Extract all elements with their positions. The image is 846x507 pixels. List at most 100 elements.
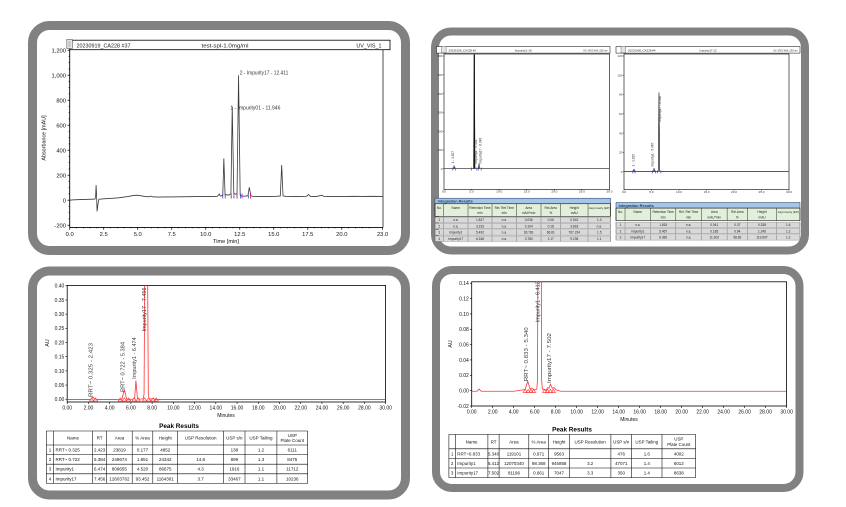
svg-text:30.00: 30.00 xyxy=(780,410,793,416)
svg-text:20231006_CA228 #2: 20231006_CA228 #2 xyxy=(449,49,477,53)
svg-text:0: 0 xyxy=(441,167,443,171)
svg-text:899: 899 xyxy=(231,457,239,462)
svg-text:0.04: 0.04 xyxy=(459,358,469,364)
svg-text:n.a.: n.a. xyxy=(686,229,691,233)
svg-text:0.036: 0.036 xyxy=(525,218,533,222)
svg-text:12.00: 12.00 xyxy=(591,410,604,416)
svg-text:UV_VIS1 WVL:220 nm: UV_VIS1 WVL:220 nm xyxy=(583,49,608,53)
svg-text:0.30: 0.30 xyxy=(55,312,65,318)
svg-text:Impurity1 - 5.492: Impurity1 - 5.492 xyxy=(474,139,478,163)
svg-text:RRT~ 0.722 - 5.384: RRT~ 0.722 - 5.384 xyxy=(120,342,126,392)
svg-text:0.05: 0.05 xyxy=(55,383,65,389)
svg-text:400: 400 xyxy=(56,148,66,154)
svg-text:40: 40 xyxy=(619,131,623,135)
svg-text:Peak Results: Peak Results xyxy=(159,423,199,430)
svg-text:mAU: mAU xyxy=(571,211,579,215)
svg-text:6.00: 6.00 xyxy=(126,406,136,412)
svg-text:6.412: 6.412 xyxy=(488,461,500,466)
svg-text:18.00: 18.00 xyxy=(252,406,265,412)
svg-text:n.a.: n.a. xyxy=(502,218,507,222)
svg-text:1.1: 1.1 xyxy=(258,467,265,472)
svg-text:Plate Count: Plate Count xyxy=(667,442,691,447)
svg-text:17.5: 17.5 xyxy=(302,232,313,238)
svg-text:7.456: 7.456 xyxy=(94,476,106,481)
svg-text:138: 138 xyxy=(231,448,239,453)
svg-text:5.467: 5.467 xyxy=(659,229,667,233)
svg-text:2.423: 2.423 xyxy=(94,448,106,453)
svg-text:Name: Name xyxy=(466,439,478,444)
svg-text:Minutes: Minutes xyxy=(217,413,235,419)
svg-text:0.08: 0.08 xyxy=(459,327,469,333)
svg-text:n.a.: n.a. xyxy=(635,223,640,227)
svg-text:0.00: 0.00 xyxy=(467,410,477,416)
svg-text:0.00: 0.00 xyxy=(459,389,469,395)
svg-text:1: 1 xyxy=(620,223,622,227)
svg-text:86675: 86675 xyxy=(159,467,172,472)
svg-text:350: 350 xyxy=(618,471,626,476)
svg-text:1.4: 1.4 xyxy=(644,461,651,466)
svg-text:Plate Count: Plate Count xyxy=(281,438,305,443)
svg-text:1.815: 1.815 xyxy=(659,223,667,227)
svg-text:5.384: 5.384 xyxy=(94,457,106,462)
svg-text:800: 800 xyxy=(56,98,66,104)
svg-text:Impurity1: Impurity1 xyxy=(457,461,476,466)
svg-text:5.0: 5.0 xyxy=(134,232,142,238)
svg-text:n.a.: n.a. xyxy=(686,236,691,240)
svg-text:Name: Name xyxy=(634,210,643,214)
svg-text:1.3: 1.3 xyxy=(597,218,602,222)
svg-text:10.00: 10.00 xyxy=(570,410,583,416)
svg-text:98.69: 98.69 xyxy=(733,236,741,240)
svg-text:63.781: 63.781 xyxy=(524,231,534,235)
svg-text:RRT~ 0.325 - 2.423: RRT~ 0.325 - 2.423 xyxy=(89,343,95,397)
svg-text:0.14: 0.14 xyxy=(459,281,469,287)
svg-text:0.18: 0.18 xyxy=(548,224,554,228)
svg-text:Rel. Ret Time: Rel. Ret Time xyxy=(679,210,699,214)
svg-text:AU: AU xyxy=(448,340,454,347)
svg-text:26.00: 26.00 xyxy=(337,406,350,412)
svg-text:USP: USP xyxy=(674,436,683,441)
svg-text:RRT~ 0.325: RRT~ 0.325 xyxy=(56,448,81,453)
svg-text:20.00: 20.00 xyxy=(273,406,286,412)
svg-text:600: 600 xyxy=(437,54,442,58)
svg-text:0.780: 0.780 xyxy=(525,237,533,241)
svg-text:66.81: 66.81 xyxy=(547,231,555,235)
svg-text:100: 100 xyxy=(437,148,442,152)
svg-text:test-spl-1.0mg/ml: test-spl-1.0mg/ml xyxy=(202,43,249,49)
svg-text:300: 300 xyxy=(437,111,442,115)
svg-text:Name: Name xyxy=(452,206,461,210)
svg-text:0.0: 0.0 xyxy=(442,190,447,194)
svg-text:RRT~ 0.722: RRT~ 0.722 xyxy=(56,457,81,462)
svg-text:809655: 809655 xyxy=(112,467,128,472)
svg-text:1.1: 1.1 xyxy=(258,476,265,481)
svg-text:0.06: 0.06 xyxy=(548,218,554,222)
svg-text:-200: -200 xyxy=(54,223,66,229)
svg-text:7.502: 7.502 xyxy=(488,471,500,476)
svg-text:7.5: 7.5 xyxy=(168,232,176,238)
svg-text:Impurity17-12: Impurity17-12 xyxy=(700,49,717,53)
svg-text:3: 3 xyxy=(438,231,440,235)
svg-text:1 - Impurity01 - 11.946: 1 - Impurity01 - 11.946 xyxy=(230,106,280,112)
svg-text:945858: 945858 xyxy=(552,461,567,466)
svg-text:20230919_CA228 #37: 20230919_CA228 #37 xyxy=(77,43,131,49)
svg-text:20231006_CA228 #4: 20231006_CA228 #4 xyxy=(628,49,656,53)
svg-text:4002: 4002 xyxy=(674,451,684,456)
svg-text:1.2: 1.2 xyxy=(258,448,265,453)
svg-text:47071: 47071 xyxy=(615,461,628,466)
svg-text:USP s/n: USP s/n xyxy=(613,439,630,444)
svg-text:min: min xyxy=(477,211,482,215)
svg-text:1.3: 1.3 xyxy=(258,457,265,462)
svg-text:0.104: 0.104 xyxy=(525,224,533,228)
svg-text:n.a.: n.a. xyxy=(502,231,507,235)
svg-text:0.25: 0.25 xyxy=(55,326,65,332)
svg-text:mAU*min: mAU*min xyxy=(708,216,722,220)
svg-text:% Area: % Area xyxy=(135,436,150,441)
svg-text:8.00: 8.00 xyxy=(147,406,157,412)
svg-text:249674: 249674 xyxy=(112,457,128,462)
svg-text:Retention Time: Retention Time xyxy=(469,206,491,210)
svg-text:4852: 4852 xyxy=(160,448,171,453)
svg-text:Impurity1: Impurity1 xyxy=(56,467,75,472)
svg-text:60: 60 xyxy=(619,112,623,116)
svg-text:12.5: 12.5 xyxy=(234,232,245,238)
svg-text:% Area: % Area xyxy=(532,439,547,444)
svg-text:18.00: 18.00 xyxy=(654,410,667,416)
